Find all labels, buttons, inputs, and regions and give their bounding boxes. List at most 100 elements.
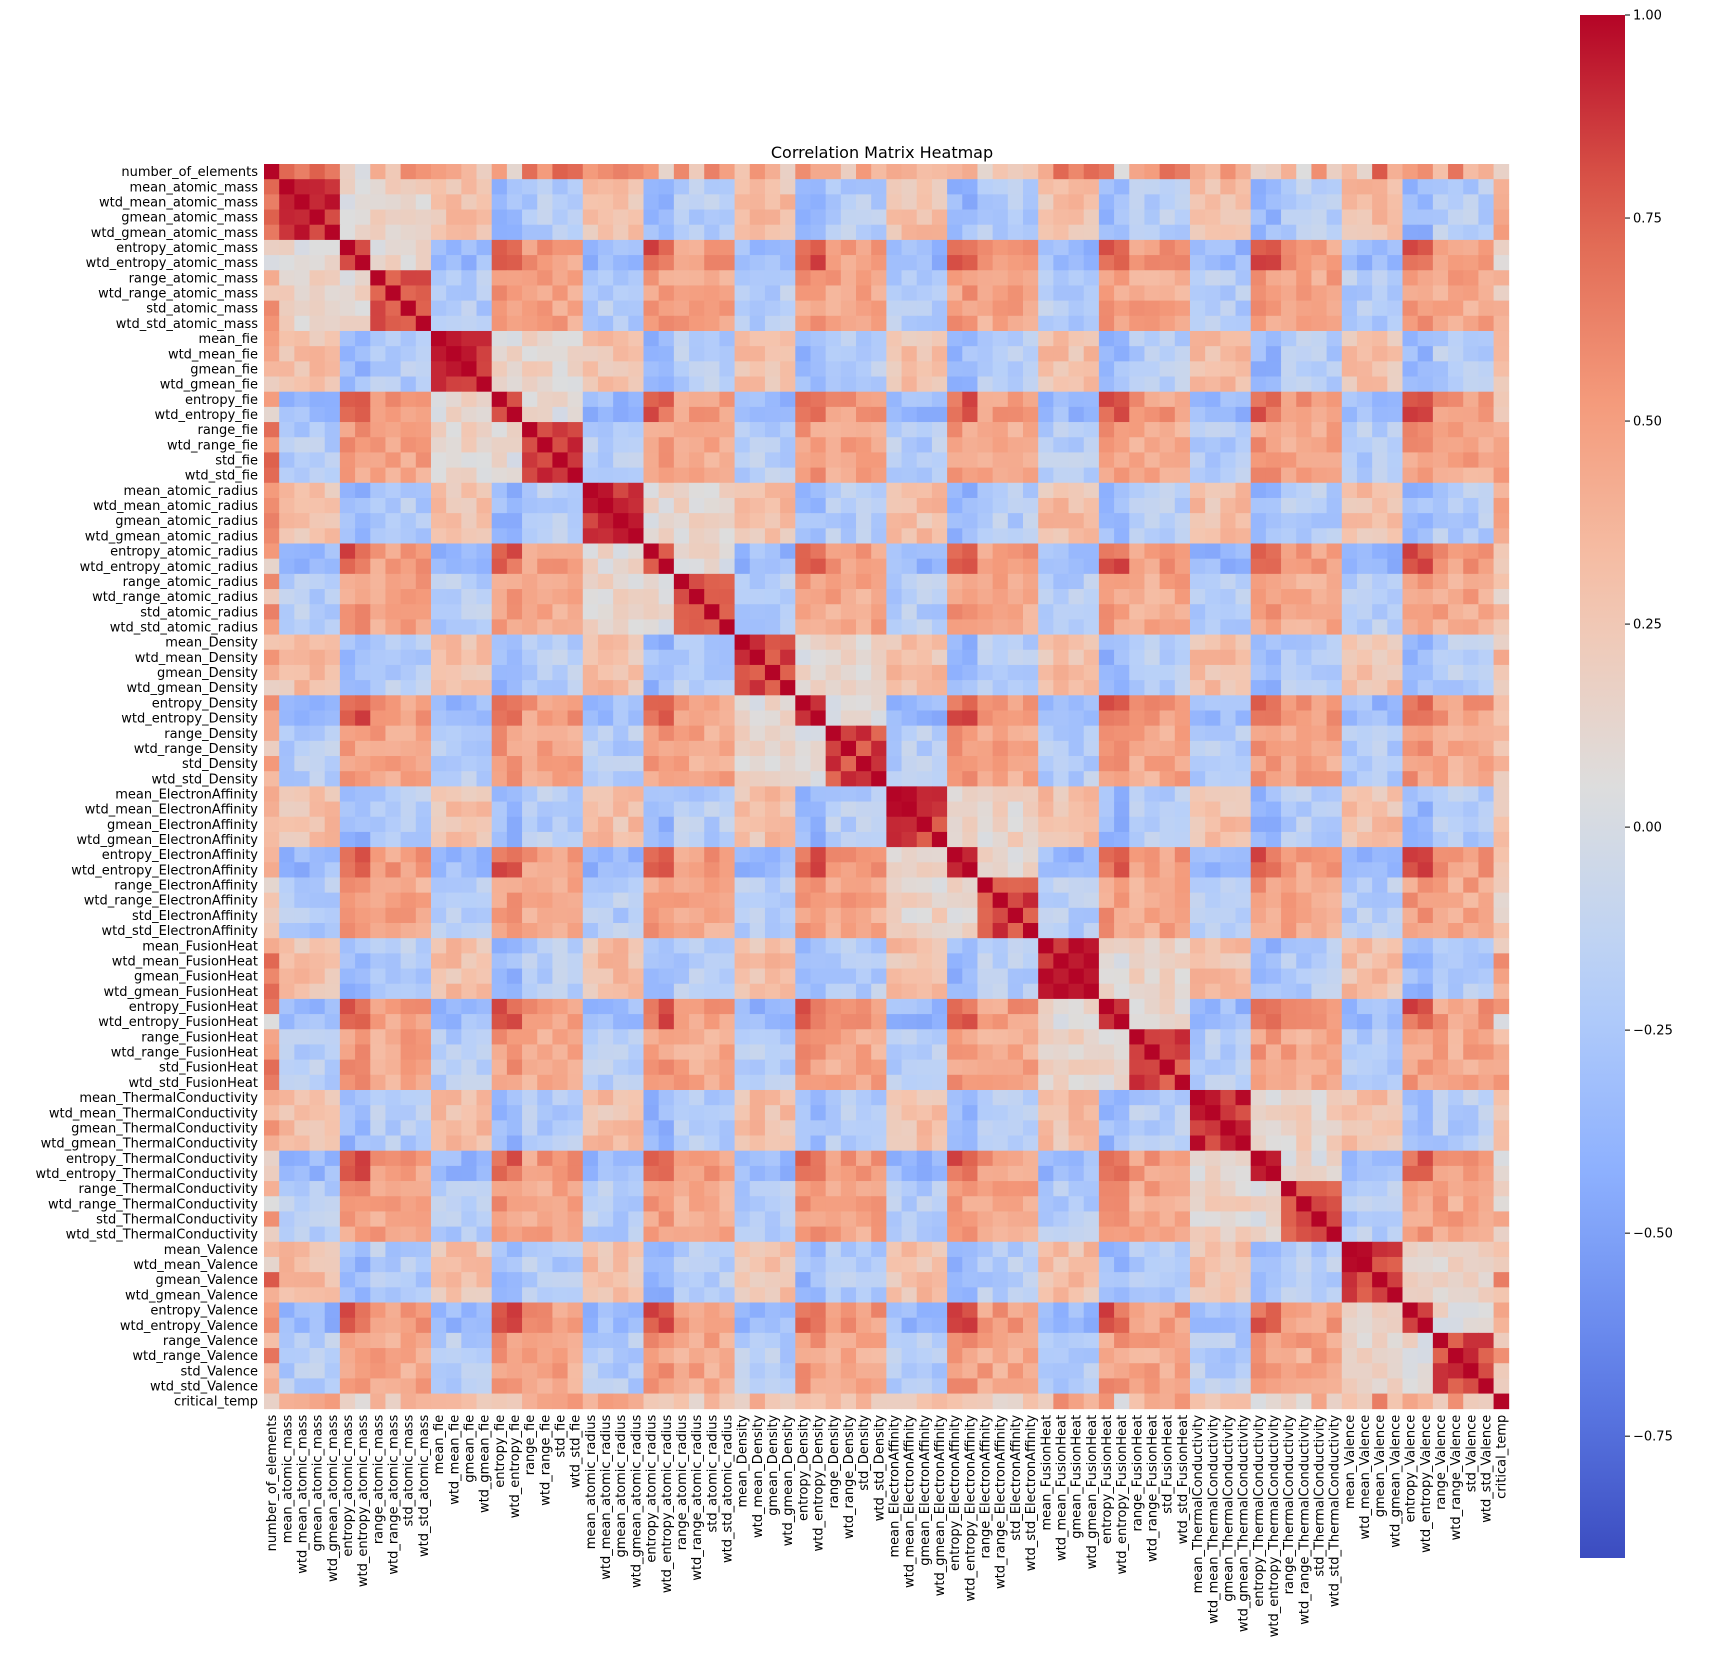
heatmap-cell (279, 361, 295, 377)
heatmap-cell (430, 664, 447, 681)
heatmap-cell (931, 543, 948, 560)
heatmap-cell (840, 771, 857, 787)
heatmap-cell (370, 330, 386, 347)
heatmap-cell (658, 513, 675, 529)
heatmap-cell (643, 1059, 660, 1076)
heatmap-cell (1326, 589, 1343, 605)
heatmap-cell (1174, 422, 1191, 438)
heatmap-cell (719, 816, 735, 833)
heatmap-cell (977, 528, 994, 544)
heatmap-cell (324, 376, 341, 393)
heatmap-cell (355, 664, 371, 681)
heatmap-cell (1083, 179, 1100, 195)
heatmap-cell (1023, 194, 1039, 210)
heatmap-cell (871, 604, 887, 620)
heatmap-cell (1296, 376, 1312, 393)
heatmap-cell (1402, 406, 1419, 423)
heatmap-cell (400, 573, 417, 590)
heatmap-cell (764, 998, 781, 1015)
heatmap-cell (1341, 725, 1358, 742)
heatmap-cell (1311, 983, 1327, 1000)
heatmap-cell (567, 361, 584, 377)
heatmap-cell (1144, 1074, 1161, 1091)
heatmap-cell (658, 831, 675, 848)
heatmap-cell (643, 816, 660, 833)
heatmap-cell (491, 452, 508, 468)
heatmap-cell (1356, 589, 1373, 605)
heatmap-cell (1068, 953, 1085, 969)
heatmap-cell (1205, 877, 1221, 894)
heatmap-cell (1189, 482, 1206, 499)
heatmap-cell (279, 437, 295, 453)
heatmap-cell (795, 953, 811, 969)
heatmap-cell (628, 209, 644, 226)
heatmap-cell (1296, 573, 1312, 590)
heatmap-cell (764, 1074, 781, 1091)
heatmap-cell (810, 756, 827, 772)
heatmap-cell (1205, 968, 1221, 985)
heatmap-cell (1372, 619, 1388, 635)
heatmap-cell (1083, 346, 1100, 362)
heatmap-cell (522, 452, 538, 468)
heatmap-cell (795, 391, 811, 408)
heatmap-cell (1098, 346, 1115, 362)
heatmap-cell (734, 224, 751, 241)
heatmap-cell (1463, 406, 1479, 423)
heatmap-cell (734, 725, 751, 742)
heatmap-cell (916, 1059, 933, 1076)
heatmap-cell (749, 589, 766, 605)
heatmap-cell (1144, 437, 1161, 453)
heatmap-cell (764, 558, 781, 575)
heatmap-cell (446, 209, 462, 226)
heatmap-cell (597, 907, 614, 924)
heatmap-cell (916, 695, 933, 711)
heatmap-cell (1129, 330, 1145, 347)
heatmap-cell (764, 406, 781, 423)
heatmap-cell (871, 300, 887, 317)
heatmap-cell (370, 1059, 386, 1076)
heatmap-cell (339, 1044, 356, 1061)
heatmap-cell (294, 1059, 310, 1076)
heatmap-cell (1387, 771, 1403, 787)
heatmap-cell (658, 634, 675, 651)
heatmap-cell (552, 756, 568, 772)
heatmap-cell (1235, 619, 1252, 635)
heatmap-cell (810, 315, 827, 332)
heatmap-cell (400, 664, 417, 681)
heatmap-cell (1220, 604, 1236, 620)
heatmap-cell (1493, 938, 1510, 954)
heatmap-cell (506, 270, 523, 286)
heatmap-cell (871, 740, 887, 757)
heatmap-cell (689, 422, 705, 438)
heatmap-cell (1372, 558, 1388, 575)
heatmap-cell (1007, 831, 1024, 848)
heatmap-cell (324, 786, 341, 802)
heatmap-cell (1250, 680, 1267, 696)
heatmap-cell (734, 528, 751, 544)
heatmap-cell (430, 801, 447, 818)
heatmap-cell (643, 968, 660, 985)
heatmap-cell (1372, 406, 1388, 423)
heatmap-cell (415, 239, 432, 256)
heatmap-cell (385, 573, 402, 590)
heatmap-cell (446, 801, 462, 818)
heatmap-cell (324, 543, 341, 560)
heatmap-cell (1220, 740, 1236, 757)
heatmap-cell (916, 452, 933, 468)
heatmap-cell (1296, 1014, 1312, 1030)
heatmap-cell (931, 634, 948, 651)
heatmap-cell (1129, 695, 1145, 711)
heatmap-cell (764, 756, 781, 772)
heatmap-cell (1448, 497, 1464, 514)
heatmap-cell (1372, 771, 1388, 787)
heatmap-cell (764, 270, 781, 286)
heatmap-cell (1129, 740, 1145, 757)
heatmap-cell (264, 756, 280, 772)
heatmap-cell (840, 376, 857, 393)
heatmap-cell (810, 467, 827, 484)
heatmap-cell (522, 239, 538, 256)
heatmap-cell (1083, 361, 1100, 377)
heatmap-cell (324, 300, 341, 317)
heatmap-cell (1053, 346, 1069, 362)
heatmap-cell (1068, 831, 1085, 848)
